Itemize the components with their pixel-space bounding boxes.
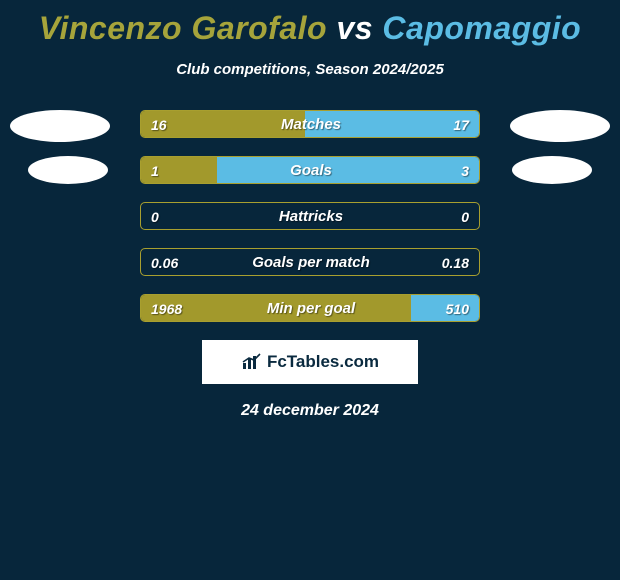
subtitle: Club competitions, Season 2024/2025 <box>0 61 620 78</box>
stat-row: 1 3 Goals <box>0 156 620 184</box>
stat-row: 0 0 Hattricks <box>0 202 620 230</box>
bar-left <box>141 157 217 183</box>
comparison-infographic: Vincenzo Garofalo vs Capomaggio Club com… <box>0 0 620 580</box>
page-title: Vincenzo Garofalo vs Capomaggio <box>0 0 620 47</box>
bar-group: 1968 510 Min per goal <box>140 294 480 322</box>
comparison-area: 16 17 Matches 1 3 Goals 0 0 <box>0 110 620 322</box>
bar-right <box>411 295 479 321</box>
bar-group: 16 17 Matches <box>140 110 480 138</box>
value-left: 0 <box>151 203 159 230</box>
bar-left <box>141 295 411 321</box>
stat-row: 16 17 Matches <box>0 110 620 138</box>
bar-group: 1 3 Goals <box>140 156 480 184</box>
date-text: 24 december 2024 <box>0 402 620 420</box>
avatar-right <box>510 110 610 142</box>
bars-icon <box>241 353 263 371</box>
bar-group: 0.06 0.18 Goals per match <box>140 248 480 276</box>
fctables-logo: FcTables.com <box>202 340 418 384</box>
bar-right <box>305 111 479 137</box>
avatar-left <box>28 156 108 184</box>
avatar-right <box>512 156 592 184</box>
stat-label: Hattricks <box>141 203 480 230</box>
stat-row: 1968 510 Min per goal <box>0 294 620 322</box>
stat-label: Goals per match <box>141 249 480 276</box>
stat-row: 0.06 0.18 Goals per match <box>0 248 620 276</box>
title-player-left: Vincenzo Garofalo <box>39 10 327 46</box>
avatar-left <box>10 110 110 142</box>
bar-group: 0 0 Hattricks <box>140 202 480 230</box>
bar-left <box>141 111 305 137</box>
title-vs: vs <box>327 10 382 46</box>
bar-right <box>217 157 479 183</box>
value-left: 0.06 <box>151 249 178 276</box>
title-player-right: Capomaggio <box>382 10 581 46</box>
value-right: 0.18 <box>442 249 469 276</box>
logo-text: FcTables.com <box>267 352 379 372</box>
value-right: 0 <box>461 203 469 230</box>
